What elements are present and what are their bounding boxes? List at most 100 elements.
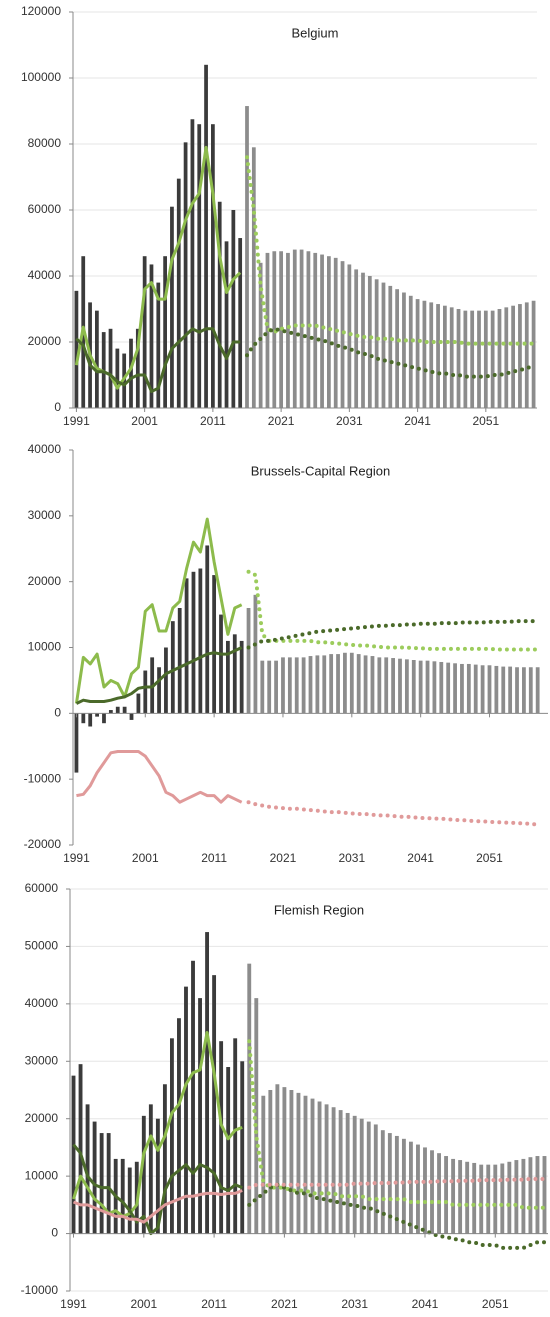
bar bbox=[504, 307, 509, 408]
bar bbox=[444, 1156, 449, 1234]
x-tick-label: 2021 bbox=[270, 851, 297, 865]
projection-line bbox=[246, 569, 540, 652]
bar bbox=[95, 713, 99, 717]
bar bbox=[359, 1118, 364, 1234]
y-tick-label: 60000 bbox=[25, 881, 59, 895]
bar bbox=[343, 652, 347, 714]
bar bbox=[177, 1018, 181, 1234]
projection-line bbox=[247, 1039, 547, 1210]
bar bbox=[370, 656, 375, 714]
y-tick-label: -10000 bbox=[21, 1283, 59, 1297]
y-tick-label: -10000 bbox=[24, 771, 62, 785]
y-tick-label: 20000 bbox=[25, 1111, 59, 1125]
bar bbox=[233, 1038, 238, 1234]
line bbox=[72, 1189, 243, 1224]
bar bbox=[315, 655, 320, 714]
bar bbox=[515, 667, 519, 714]
bar bbox=[198, 998, 202, 1234]
bar bbox=[363, 655, 368, 714]
bar bbox=[528, 667, 533, 714]
bar bbox=[157, 667, 161, 714]
x-tick-label: 2001 bbox=[131, 414, 158, 428]
bar bbox=[212, 975, 217, 1234]
x-tick-label: 2031 bbox=[336, 414, 363, 428]
projection-line bbox=[245, 155, 536, 346]
bar bbox=[384, 657, 389, 714]
x-tick-label: 2051 bbox=[472, 414, 499, 428]
bar bbox=[338, 1110, 343, 1234]
bar bbox=[401, 1138, 406, 1234]
bar bbox=[176, 178, 181, 408]
y-tick-label: 0 bbox=[51, 1226, 58, 1240]
bar bbox=[81, 713, 86, 724]
x-tick-label: 1991 bbox=[63, 414, 90, 428]
y-tick-label: 20000 bbox=[28, 334, 62, 348]
bar bbox=[261, 1095, 266, 1234]
x-tick-label: 2041 bbox=[407, 851, 434, 865]
bar bbox=[465, 1161, 470, 1234]
bar bbox=[377, 657, 382, 714]
bar bbox=[299, 249, 304, 408]
bar bbox=[456, 309, 461, 408]
x-tick-label: 2041 bbox=[404, 414, 431, 428]
bar bbox=[394, 1135, 399, 1234]
bar bbox=[205, 545, 210, 714]
bar bbox=[470, 310, 475, 408]
bar bbox=[306, 251, 311, 408]
bar bbox=[272, 251, 277, 408]
bar bbox=[156, 282, 161, 408]
bar bbox=[425, 660, 430, 714]
bar bbox=[184, 986, 188, 1234]
bar bbox=[490, 310, 495, 408]
y-tick-label: 50000 bbox=[25, 939, 59, 953]
x-tick-label: 1991 bbox=[60, 1297, 87, 1311]
bar bbox=[246, 608, 251, 714]
bar bbox=[345, 1112, 350, 1234]
y-tick-label: 10000 bbox=[28, 640, 62, 654]
bar bbox=[473, 664, 478, 714]
bar bbox=[451, 1158, 456, 1234]
bar bbox=[232, 634, 237, 714]
y-tick-label: 40000 bbox=[28, 268, 62, 282]
bar bbox=[535, 1156, 540, 1234]
projection-line bbox=[247, 1177, 547, 1190]
bar bbox=[429, 302, 434, 408]
bar bbox=[191, 960, 195, 1234]
bar bbox=[522, 667, 526, 714]
bar bbox=[308, 656, 313, 714]
bar bbox=[487, 665, 492, 714]
bar bbox=[528, 1157, 533, 1234]
bar bbox=[320, 254, 324, 408]
bar bbox=[108, 328, 113, 408]
y-tick-label: 30000 bbox=[25, 1053, 59, 1067]
bar bbox=[254, 998, 259, 1234]
bar bbox=[349, 652, 354, 714]
bar bbox=[472, 1162, 477, 1234]
bar bbox=[340, 261, 345, 408]
bar bbox=[127, 1167, 132, 1234]
bar bbox=[373, 1124, 378, 1234]
bar bbox=[231, 210, 236, 408]
bar bbox=[322, 655, 327, 714]
bar bbox=[163, 256, 167, 408]
bar bbox=[162, 1084, 167, 1234]
bar bbox=[324, 1104, 329, 1234]
x-tick-label: 2051 bbox=[476, 851, 503, 865]
bar bbox=[122, 706, 127, 714]
bar bbox=[354, 269, 359, 408]
bar bbox=[480, 665, 485, 714]
bar bbox=[443, 305, 447, 408]
x-tick-label: 2051 bbox=[482, 1297, 509, 1311]
x-tick-label: 2021 bbox=[271, 1297, 298, 1311]
bar bbox=[88, 713, 93, 727]
x-tick-label: 2011 bbox=[200, 414, 226, 428]
bar bbox=[245, 106, 249, 409]
bar bbox=[303, 1095, 308, 1234]
x-tick-label: 1991 bbox=[63, 851, 90, 865]
x-tick-label: 2041 bbox=[412, 1297, 439, 1311]
bar bbox=[507, 1161, 512, 1234]
bar bbox=[500, 1163, 505, 1234]
bar bbox=[253, 594, 258, 714]
x-tick-label: 2021 bbox=[268, 414, 295, 428]
bar bbox=[224, 241, 229, 408]
